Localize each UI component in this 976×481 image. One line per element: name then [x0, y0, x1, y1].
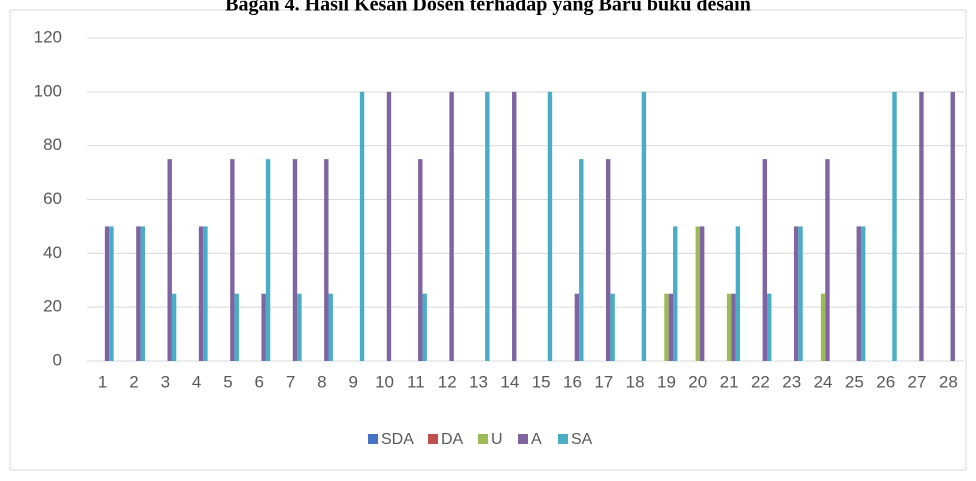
legend-label: SA	[571, 431, 593, 448]
bar	[731, 293, 736, 361]
bar	[324, 159, 329, 361]
x-tick-label: 8	[317, 372, 326, 391]
bar	[820, 293, 826, 361]
x-tick-label: 18	[626, 372, 645, 391]
legend-swatch	[368, 434, 378, 444]
y-tick-label: 20	[43, 297, 62, 316]
x-tick-label: 19	[657, 372, 676, 391]
y-tick-label: 60	[43, 189, 62, 208]
legend-swatch	[518, 434, 528, 444]
bar	[512, 91, 517, 361]
bar	[171, 293, 177, 361]
legend-label: A	[531, 431, 542, 448]
y-tick-label: 100	[34, 81, 62, 100]
x-tick-label: 1	[98, 372, 107, 391]
chart-title: Bagan 4. Hasil Kesan Dosen terhadap yang…	[225, 0, 751, 16]
bar	[386, 91, 392, 361]
x-tick-label: 14	[500, 372, 519, 391]
bar	[422, 293, 427, 361]
bar	[198, 226, 204, 361]
bar	[762, 159, 768, 361]
bar	[825, 159, 830, 361]
x-tick-label: 15	[532, 372, 551, 391]
bar	[574, 293, 580, 361]
bar	[735, 226, 741, 361]
legend-label: U	[491, 431, 503, 448]
x-tick-label: 4	[192, 372, 201, 391]
bar	[726, 293, 732, 361]
bar	[699, 226, 705, 361]
bar	[109, 226, 114, 361]
x-tick-label: 16	[563, 372, 582, 391]
legend-swatch	[428, 434, 438, 444]
bar	[856, 226, 861, 361]
bar	[359, 91, 365, 361]
x-tick-label: 22	[751, 372, 770, 391]
y-tick-label: 80	[43, 135, 62, 154]
bar	[673, 226, 678, 361]
bar	[695, 226, 700, 361]
legend-label: SDA	[381, 431, 414, 448]
x-tick-label: 21	[720, 372, 739, 391]
bar	[610, 293, 615, 361]
bar	[950, 91, 955, 361]
x-tick-label: 6	[255, 372, 264, 391]
x-tick-label: 5	[223, 372, 232, 391]
bar	[292, 159, 298, 361]
x-tick-label: 12	[438, 372, 457, 391]
bar	[203, 226, 208, 361]
bar	[606, 159, 611, 361]
bar	[449, 91, 454, 361]
bar	[641, 91, 647, 361]
bar	[230, 159, 235, 361]
bar	[234, 293, 239, 361]
bar	[261, 293, 266, 361]
x-tick-label: 23	[782, 372, 801, 391]
bar	[104, 226, 110, 361]
bar	[793, 226, 799, 361]
bar	[892, 91, 897, 361]
x-tick-label: 13	[469, 372, 488, 391]
x-tick-label: 24	[814, 372, 833, 391]
x-tick-label: 10	[375, 372, 394, 391]
bar	[860, 226, 866, 361]
bar	[664, 293, 669, 361]
y-tick-label: 40	[43, 243, 62, 262]
bar	[265, 159, 271, 361]
x-tick-label: 28	[939, 372, 958, 391]
bar	[418, 159, 423, 361]
bar	[919, 91, 924, 361]
x-tick-label: 20	[688, 372, 707, 391]
bar	[668, 293, 674, 361]
bar	[167, 159, 172, 361]
bar	[767, 293, 772, 361]
y-tick-label: 120	[34, 27, 62, 46]
bar	[579, 159, 584, 361]
x-tick-label: 25	[845, 372, 864, 391]
legend-swatch	[478, 434, 488, 444]
x-tick-label: 27	[908, 372, 927, 391]
legend-label: DA	[441, 431, 464, 448]
y-tick-label: 0	[53, 350, 62, 369]
x-tick-label: 3	[161, 372, 170, 391]
bar	[547, 91, 553, 361]
bar	[328, 293, 333, 361]
bar	[485, 91, 490, 361]
x-tick-label: 17	[594, 372, 613, 391]
x-tick-label: 2	[129, 372, 138, 391]
bar	[798, 226, 803, 361]
legend-swatch	[558, 434, 568, 444]
bar	[136, 226, 141, 361]
bar	[297, 293, 302, 361]
x-tick-label: 9	[348, 372, 357, 391]
bar	[140, 226, 145, 361]
x-tick-label: 11	[407, 372, 425, 391]
x-tick-label: 7	[286, 372, 295, 391]
x-tick-label: 26	[876, 372, 895, 391]
